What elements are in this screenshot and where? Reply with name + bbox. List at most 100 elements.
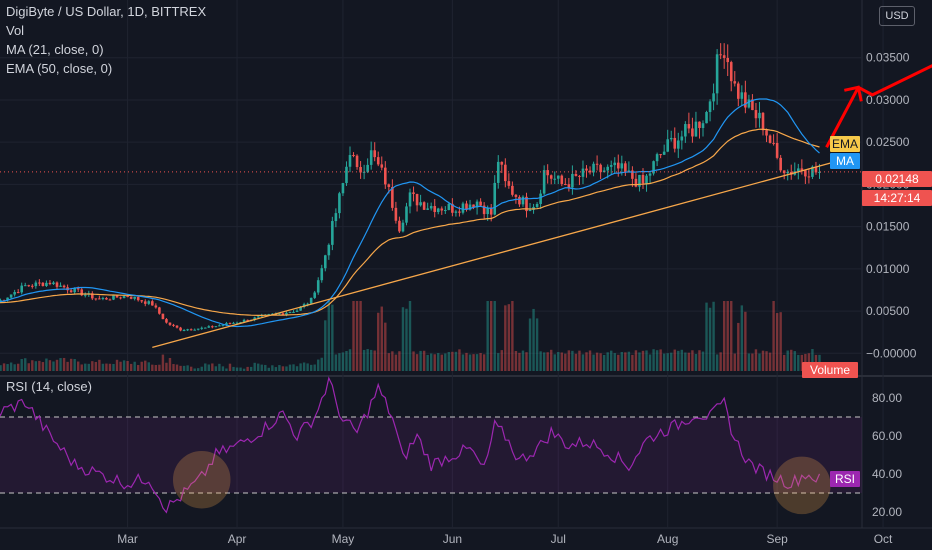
candle-body — [751, 99, 754, 111]
volume-bar — [27, 363, 30, 371]
candle-body — [440, 208, 444, 211]
candle-body — [391, 186, 394, 208]
currency-button[interactable]: USD — [879, 6, 915, 26]
volume-bar — [73, 359, 76, 371]
candle-body — [482, 205, 486, 215]
volume-bar — [179, 365, 182, 371]
volume-bar — [655, 350, 659, 371]
time-tick-label: Jul — [551, 532, 566, 546]
volume-bar — [31, 360, 34, 371]
volume-bar — [186, 365, 189, 371]
volume-bar — [811, 349, 814, 371]
candle-body — [553, 178, 557, 180]
symbol-title: DigiByte / US Dollar, 1D, BITTREX — [6, 4, 207, 19]
volume-bar — [221, 366, 225, 371]
candle-body — [779, 157, 782, 171]
candle-body — [581, 168, 585, 177]
ma-line — [0, 98, 820, 328]
candle-body — [182, 330, 186, 332]
ma-badge: MA — [836, 154, 854, 168]
volume-bar — [433, 354, 436, 371]
volume-bar — [451, 351, 454, 371]
candle-body — [648, 173, 652, 176]
rsi-indicator-label[interactable]: RSI (14, close) — [6, 379, 92, 394]
ema-indicator-label[interactable]: EMA (50, close, 0) — [6, 61, 113, 76]
candle-body — [165, 319, 168, 323]
volume-bar — [744, 311, 747, 371]
candle-body — [602, 170, 606, 173]
volume-bar — [6, 364, 9, 371]
rsi-tick-label: 40.00 — [872, 467, 902, 481]
volume-bar — [168, 357, 172, 371]
volume-bar — [345, 350, 348, 371]
candle-body — [189, 329, 193, 331]
candle-body — [729, 62, 733, 82]
volume-bar — [768, 352, 772, 371]
volume-bar — [758, 353, 761, 371]
candle-body — [429, 206, 433, 209]
candle-body — [355, 155, 359, 168]
volume-bar — [546, 352, 549, 371]
candle-body — [461, 203, 465, 213]
candle-body — [712, 93, 715, 102]
volume-bar — [324, 320, 327, 371]
volume-bar — [447, 352, 451, 371]
volume-bar — [592, 354, 595, 371]
candle-body — [285, 312, 288, 315]
volume-bar — [405, 308, 408, 371]
candle-body — [768, 135, 772, 143]
volume-bar — [260, 364, 263, 371]
candle-body — [726, 57, 730, 63]
candle-body — [295, 310, 299, 312]
candle-body — [705, 112, 708, 124]
volume-bar — [514, 350, 518, 371]
candle-body — [309, 297, 313, 304]
candle-body — [133, 296, 136, 299]
candle-body — [401, 222, 405, 232]
price-tick-label: 0.01500 — [866, 220, 910, 234]
volume-bar — [80, 364, 83, 371]
candle-body — [740, 92, 744, 99]
price-tick-label: 0.00500 — [866, 304, 910, 318]
candle-body — [641, 174, 645, 184]
candle-body — [278, 313, 281, 315]
countdown-badge-bg — [862, 190, 932, 206]
candle-body — [627, 170, 631, 172]
candle-body — [94, 298, 98, 300]
volume-bar — [634, 350, 638, 371]
candle-body — [507, 181, 511, 186]
volume-bar — [458, 349, 461, 371]
candle-body — [638, 174, 641, 187]
volume-bar — [588, 350, 592, 371]
candle-body — [38, 282, 41, 284]
volume-bar — [309, 364, 313, 371]
candle-body — [419, 202, 422, 206]
candle-body — [122, 296, 126, 299]
volume-bar — [662, 353, 666, 371]
volume-bar — [535, 318, 539, 371]
volume-bar — [521, 350, 525, 371]
volume-bar — [112, 364, 115, 371]
volume-bar — [369, 349, 373, 371]
vol-indicator-label[interactable]: Vol — [6, 23, 25, 38]
ma-indicator-label[interactable]: MA (21, close, 0) — [6, 42, 104, 57]
candle-body — [676, 140, 680, 149]
candle-body — [140, 300, 144, 302]
volume-bar — [108, 363, 112, 371]
volume-bar — [715, 354, 719, 371]
volume-bar — [564, 353, 567, 371]
volume-bar — [355, 301, 359, 371]
countdown-badge: 14:27:14 — [874, 191, 921, 205]
volume-bar — [366, 349, 369, 371]
candle-body — [101, 297, 105, 300]
volume-bar — [426, 354, 429, 371]
candle-body — [758, 112, 761, 119]
volume-bar — [641, 350, 645, 371]
candle-body — [83, 294, 87, 296]
candle-body — [108, 299, 112, 301]
volume-bar — [338, 353, 341, 371]
volume-bar — [687, 352, 691, 371]
rsi-badge: RSI — [835, 472, 855, 486]
volume-bar — [461, 354, 465, 371]
